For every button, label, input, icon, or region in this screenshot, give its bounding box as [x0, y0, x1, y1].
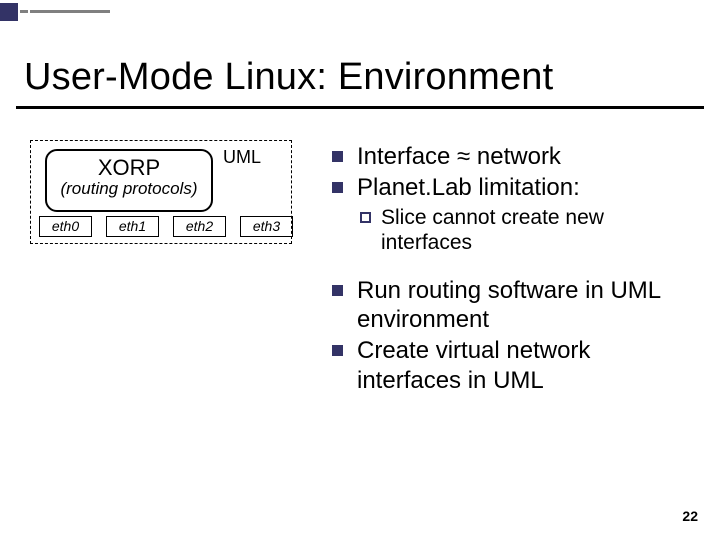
eth-box-0: eth0	[39, 216, 92, 237]
xorp-title: XORP	[47, 155, 211, 181]
bullet-level1: Planet.Lab limitation:	[332, 173, 692, 202]
eth-box-2: eth2	[173, 216, 226, 237]
accent-bar	[0, 0, 110, 24]
accent-square	[0, 3, 18, 21]
bullet-level2: Slice cannot create new interfaces	[360, 205, 692, 256]
bullet-list: Interface ≈ networkPlanet.Lab limitation…	[332, 142, 692, 397]
eth-box-3: eth3	[240, 216, 293, 237]
bullet-level1: Run routing software in UML environment	[332, 276, 692, 335]
slide: User-Mode Linux: Environment XORP (routi…	[0, 0, 720, 540]
bullet-gap	[332, 262, 692, 276]
bullet-text: Create virtual network interfaces in UML	[357, 336, 692, 395]
xorp-box: XORP (routing protocols)	[45, 149, 213, 212]
square-bullet-icon	[332, 151, 343, 162]
uml-label: UML	[223, 147, 261, 168]
eth-box-1: eth1	[106, 216, 159, 237]
accent-line-short	[20, 10, 28, 13]
bullet-text: Interface ≈ network	[357, 142, 692, 171]
square-bullet-icon	[332, 345, 343, 356]
square-bullet-icon	[332, 182, 343, 193]
title-underline	[16, 106, 704, 109]
hollow-square-bullet-icon	[360, 212, 371, 223]
bullet-level1: Interface ≈ network	[332, 142, 692, 171]
uml-diagram: XORP (routing protocols) UML eth0 eth1 e…	[30, 140, 292, 244]
xorp-subtitle: (routing protocols)	[47, 179, 211, 199]
bullet-level1: Create virtual network interfaces in UML	[332, 336, 692, 395]
bullet-text: Planet.Lab limitation:	[357, 173, 692, 202]
eth-row: eth0 eth1 eth2 eth3	[39, 216, 293, 237]
slide-title: User-Mode Linux: Environment	[24, 56, 696, 99]
page-number: 22	[682, 508, 698, 524]
bullet-text: Slice cannot create new interfaces	[381, 205, 692, 256]
square-bullet-icon	[332, 285, 343, 296]
bullet-text: Run routing software in UML environment	[357, 276, 692, 335]
accent-line-long	[30, 10, 110, 13]
